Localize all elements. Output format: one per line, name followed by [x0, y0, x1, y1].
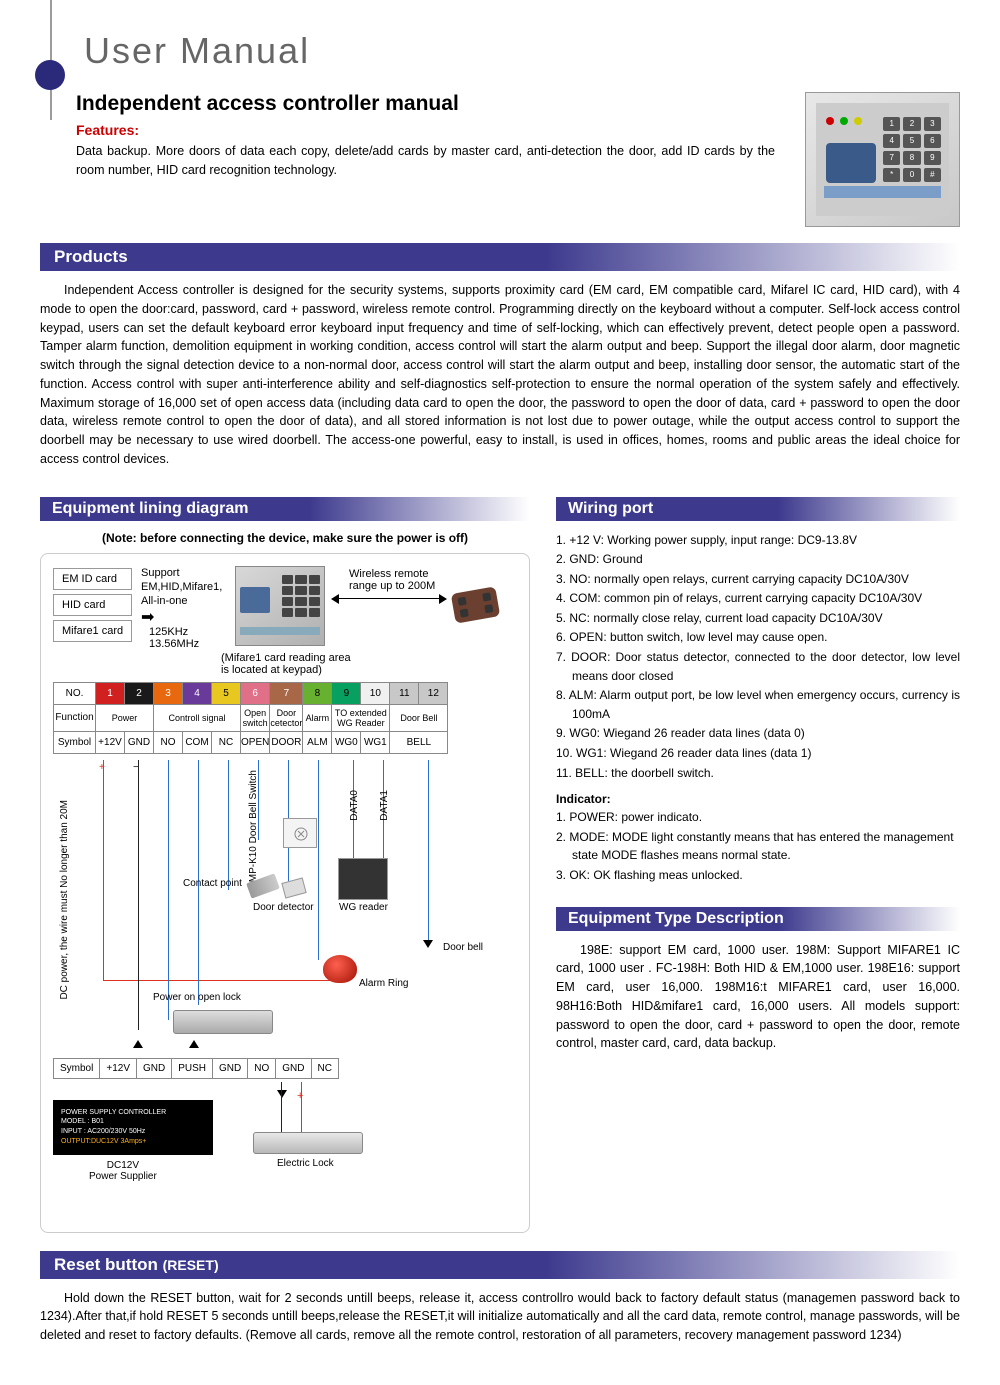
manual-title: User Manual — [84, 30, 960, 72]
arrow-down-icon — [423, 940, 433, 948]
door-detector-label: Door detector — [253, 902, 314, 913]
mpk10-label: MP-K10 Door Bell Switch — [248, 770, 259, 882]
card-type-box: EM ID card — [53, 568, 132, 590]
wg-reader-icon — [338, 858, 388, 900]
lock-icon — [173, 1010, 273, 1034]
section-products: Products — [40, 243, 960, 271]
port-table: NO.123456789101112 FunctionPowerControll… — [53, 682, 448, 754]
dc-power-label: DC power, the wire must No longer than 2… — [59, 800, 70, 1000]
product-photo: 123456789*0# — [805, 92, 960, 227]
page-header: User Manual — [40, 30, 960, 72]
doorbell-label: Door bell — [443, 942, 483, 953]
card-type-box: HID card — [53, 594, 132, 616]
controller-device-icon — [235, 566, 325, 646]
section-equipment-type: Equipment Type Description — [556, 907, 960, 931]
features-label: Features: — [76, 122, 775, 138]
detector-icon — [281, 877, 306, 898]
section-reset: Reset button (RESET) — [40, 1251, 960, 1279]
mifare-note: (Mifare1 card reading area is located at… — [221, 652, 351, 676]
indicator-header: Indicator: — [556, 792, 960, 806]
freq-label: 125KHz 13.56MHz — [149, 626, 199, 650]
electric-lock-icon — [253, 1132, 363, 1154]
intro-row: Independent access controller manual Fea… — [76, 92, 960, 227]
bottom-symbol-table: Symbol+12VGNDPUSHGNDNOGNDNC — [53, 1058, 339, 1079]
remote-icon — [451, 586, 501, 623]
data1-label: DATA1 — [379, 790, 390, 821]
reset-body: Hold down the RESET button, wait for 2 s… — [40, 1289, 960, 1345]
arrow-left-icon — [331, 594, 339, 604]
section-wiring-port: Wiring port — [556, 497, 960, 521]
dc12v-label: DC12V Power Supplier — [89, 1160, 157, 1182]
power-supply-box: POWER SUPPLY CONTROLLER MODEL : B01 INPU… — [53, 1100, 213, 1155]
electric-lock-label: Electric Lock — [277, 1158, 334, 1169]
wiring-diagram: EM ID card HID card Mifare1 card Support E… — [40, 553, 530, 1233]
power-lock-label: Power on open lock — [153, 992, 241, 1003]
contact-label: Contact point — [183, 878, 242, 889]
card-type-box: Mifare1 card — [53, 620, 132, 642]
data0-label: DATA0 — [349, 790, 360, 821]
section-diagram: Equipment lining diagram — [40, 497, 530, 521]
indicator-list: 1. POWER: power indicato.2. MODE: MODE l… — [556, 808, 960, 884]
alarm-icon — [323, 955, 357, 983]
features-text: Data backup. More doors of data each cop… — [76, 142, 775, 180]
wiring-port-list: 1. +12 V: Working power supply, input ra… — [556, 531, 960, 783]
products-body: Independent Access controller is designe… — [40, 281, 960, 469]
sub-title: Independent access controller manual — [76, 92, 775, 116]
header-decoration-dot — [35, 60, 65, 90]
wireless-label: Wireless remote range up to 200M — [349, 568, 435, 592]
diagram-note: (Note: before connecting the device, mak… — [40, 531, 530, 545]
doorbell-switch-icon — [283, 818, 317, 848]
support-label: Support EM,HID,Mifare1, All-in-one➡ — [141, 566, 222, 630]
arrow-right-icon — [439, 594, 447, 604]
wg-reader-label: WG reader — [339, 902, 388, 913]
equipment-type-body: 198E: support EM card, 1000 user. 198M: … — [556, 941, 960, 1054]
alarm-ring-label: Alarm Ring — [359, 978, 408, 989]
